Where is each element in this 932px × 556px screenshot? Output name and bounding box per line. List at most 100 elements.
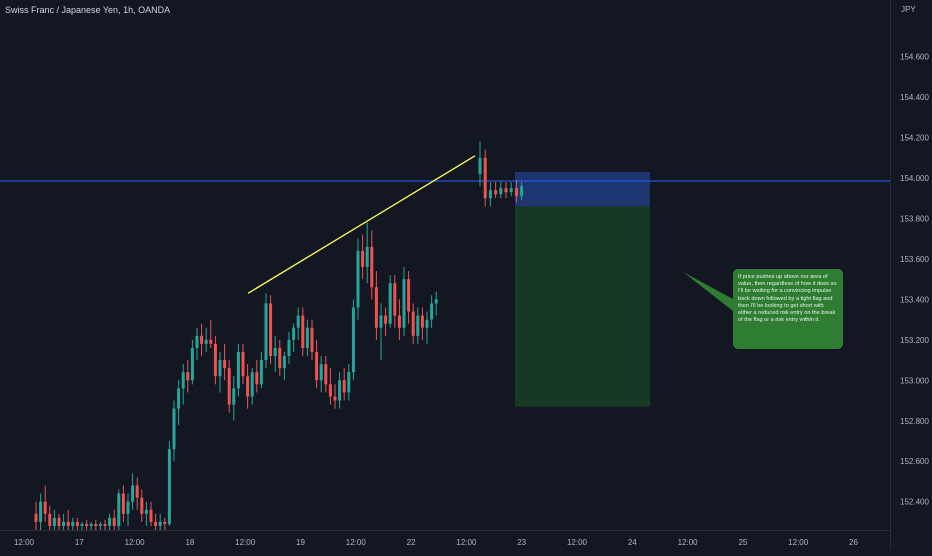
candle-body <box>499 188 503 195</box>
candle-body <box>167 449 171 524</box>
candle-body <box>315 351 319 381</box>
candle-body <box>402 279 406 328</box>
candle-body <box>347 372 351 393</box>
time-tick-label: 19 <box>296 538 305 547</box>
candle-body <box>112 517 116 526</box>
candle-body <box>209 339 213 344</box>
time-tick-label: 12:00 <box>678 538 699 547</box>
candle-body <box>264 303 268 361</box>
candle-body <box>149 509 153 522</box>
candle-body <box>425 319 429 328</box>
time-tick-label: 23 <box>517 538 526 547</box>
candle-body <box>407 279 411 312</box>
time-tick-label: 26 <box>849 538 858 547</box>
candle-body <box>361 250 365 268</box>
annotation-text-container: If price pushes up above our area of val… <box>738 274 837 323</box>
time-tick-label: 12:00 <box>125 538 146 547</box>
candle-body <box>333 396 337 401</box>
time-tick-label: 22 <box>407 538 416 547</box>
candle-body <box>416 315 420 336</box>
time-tick-label: 25 <box>738 538 747 547</box>
candle-body <box>287 339 291 357</box>
time-axis-ticks: 12:00 17 12:00 18 12:00 19 12:00 22 12:00 23 12:00… <box>14 538 859 547</box>
candle-body <box>397 315 401 328</box>
candle-body <box>57 517 61 526</box>
candle-body <box>172 408 176 450</box>
price-axis-ticks: 154.600 154.400 154.200 154.000 153.800 153.6… <box>900 53 929 507</box>
stop-zone <box>515 171 650 207</box>
chart-area[interactable]: If price pushes up above our area of val… <box>0 0 890 530</box>
candle-body <box>34 513 38 522</box>
candle-body <box>241 351 245 377</box>
candle-body <box>250 372 254 397</box>
time-tick-label: 12:00 <box>456 538 477 547</box>
candle-body <box>62 521 66 526</box>
time-tick-label: 24 <box>628 538 637 547</box>
candle-body <box>85 523 89 526</box>
time-tick-label: 12:00 <box>235 538 256 547</box>
price-tick-label: 154.600 <box>900 53 929 62</box>
candle-body <box>117 493 121 526</box>
candle-body <box>488 190 492 199</box>
candle-body <box>388 283 392 324</box>
candle-body <box>351 307 355 373</box>
candlestick-chart[interactable]: If price pushes up above our area of val… <box>0 0 890 530</box>
candle-body <box>319 364 323 381</box>
candle-body <box>328 384 332 397</box>
candle-body <box>158 521 162 526</box>
price-tick-label: 153.200 <box>900 336 929 345</box>
candle-body <box>434 299 438 304</box>
candle-body <box>48 513 52 526</box>
candle-body <box>218 360 222 377</box>
price-tick-label: 152.400 <box>900 498 929 507</box>
candle-body <box>324 364 328 385</box>
time-tick-label: 12:00 <box>788 538 809 547</box>
candle-body <box>494 190 498 195</box>
candle-body <box>430 303 434 320</box>
candle-body <box>310 327 314 352</box>
candle-body <box>200 335 204 344</box>
candle-body <box>273 347 277 357</box>
price-tick-label: 153.600 <box>900 255 929 264</box>
candle-body <box>135 485 139 498</box>
candle-body <box>186 372 190 381</box>
candle-body <box>71 521 75 526</box>
candle-body <box>204 339 208 344</box>
candle-body <box>269 303 273 357</box>
price-tick-label: 153.800 <box>900 214 929 223</box>
candle-body <box>370 246 374 288</box>
candle-body <box>296 315 300 328</box>
price-tick-label: 152.600 <box>900 457 929 466</box>
candle-body <box>154 521 158 526</box>
candle-body <box>195 335 199 348</box>
currency-label: JPY <box>901 5 916 14</box>
candle-body <box>121 493 125 514</box>
candle-body <box>292 327 296 340</box>
time-tick-label: 18 <box>185 538 194 547</box>
candle-body <box>384 315 388 324</box>
candle-body <box>259 360 263 385</box>
annotation-pointer <box>683 272 733 311</box>
candle-body <box>483 157 487 199</box>
time-axis[interactable]: 12:00 17 12:00 18 12:00 19 12:00 22 12:00 23 12:00… <box>0 530 890 551</box>
candle-body <box>75 521 79 526</box>
candle-body <box>163 521 167 524</box>
candle-body <box>365 246 369 268</box>
candle-body <box>52 517 56 526</box>
candle-body <box>509 188 513 193</box>
target-zone <box>515 206 650 407</box>
price-tick-label: 154.000 <box>900 174 929 183</box>
time-tick-label: 17 <box>75 538 84 547</box>
candle-body <box>379 315 383 328</box>
price-tick-label: 153.400 <box>900 295 929 304</box>
time-tick-label: 12:00 <box>14 538 35 547</box>
candle-body <box>190 347 194 381</box>
candle-body <box>342 380 346 393</box>
price-axis[interactable]: JPY 154.600 154.400 154.200 154.000 153.800 1… <box>890 0 932 550</box>
candle-body <box>66 521 70 526</box>
candle-body <box>94 523 98 526</box>
candle-body <box>144 509 148 514</box>
candle-body <box>89 523 93 526</box>
candle-body <box>374 287 378 328</box>
candle-body <box>213 343 217 377</box>
